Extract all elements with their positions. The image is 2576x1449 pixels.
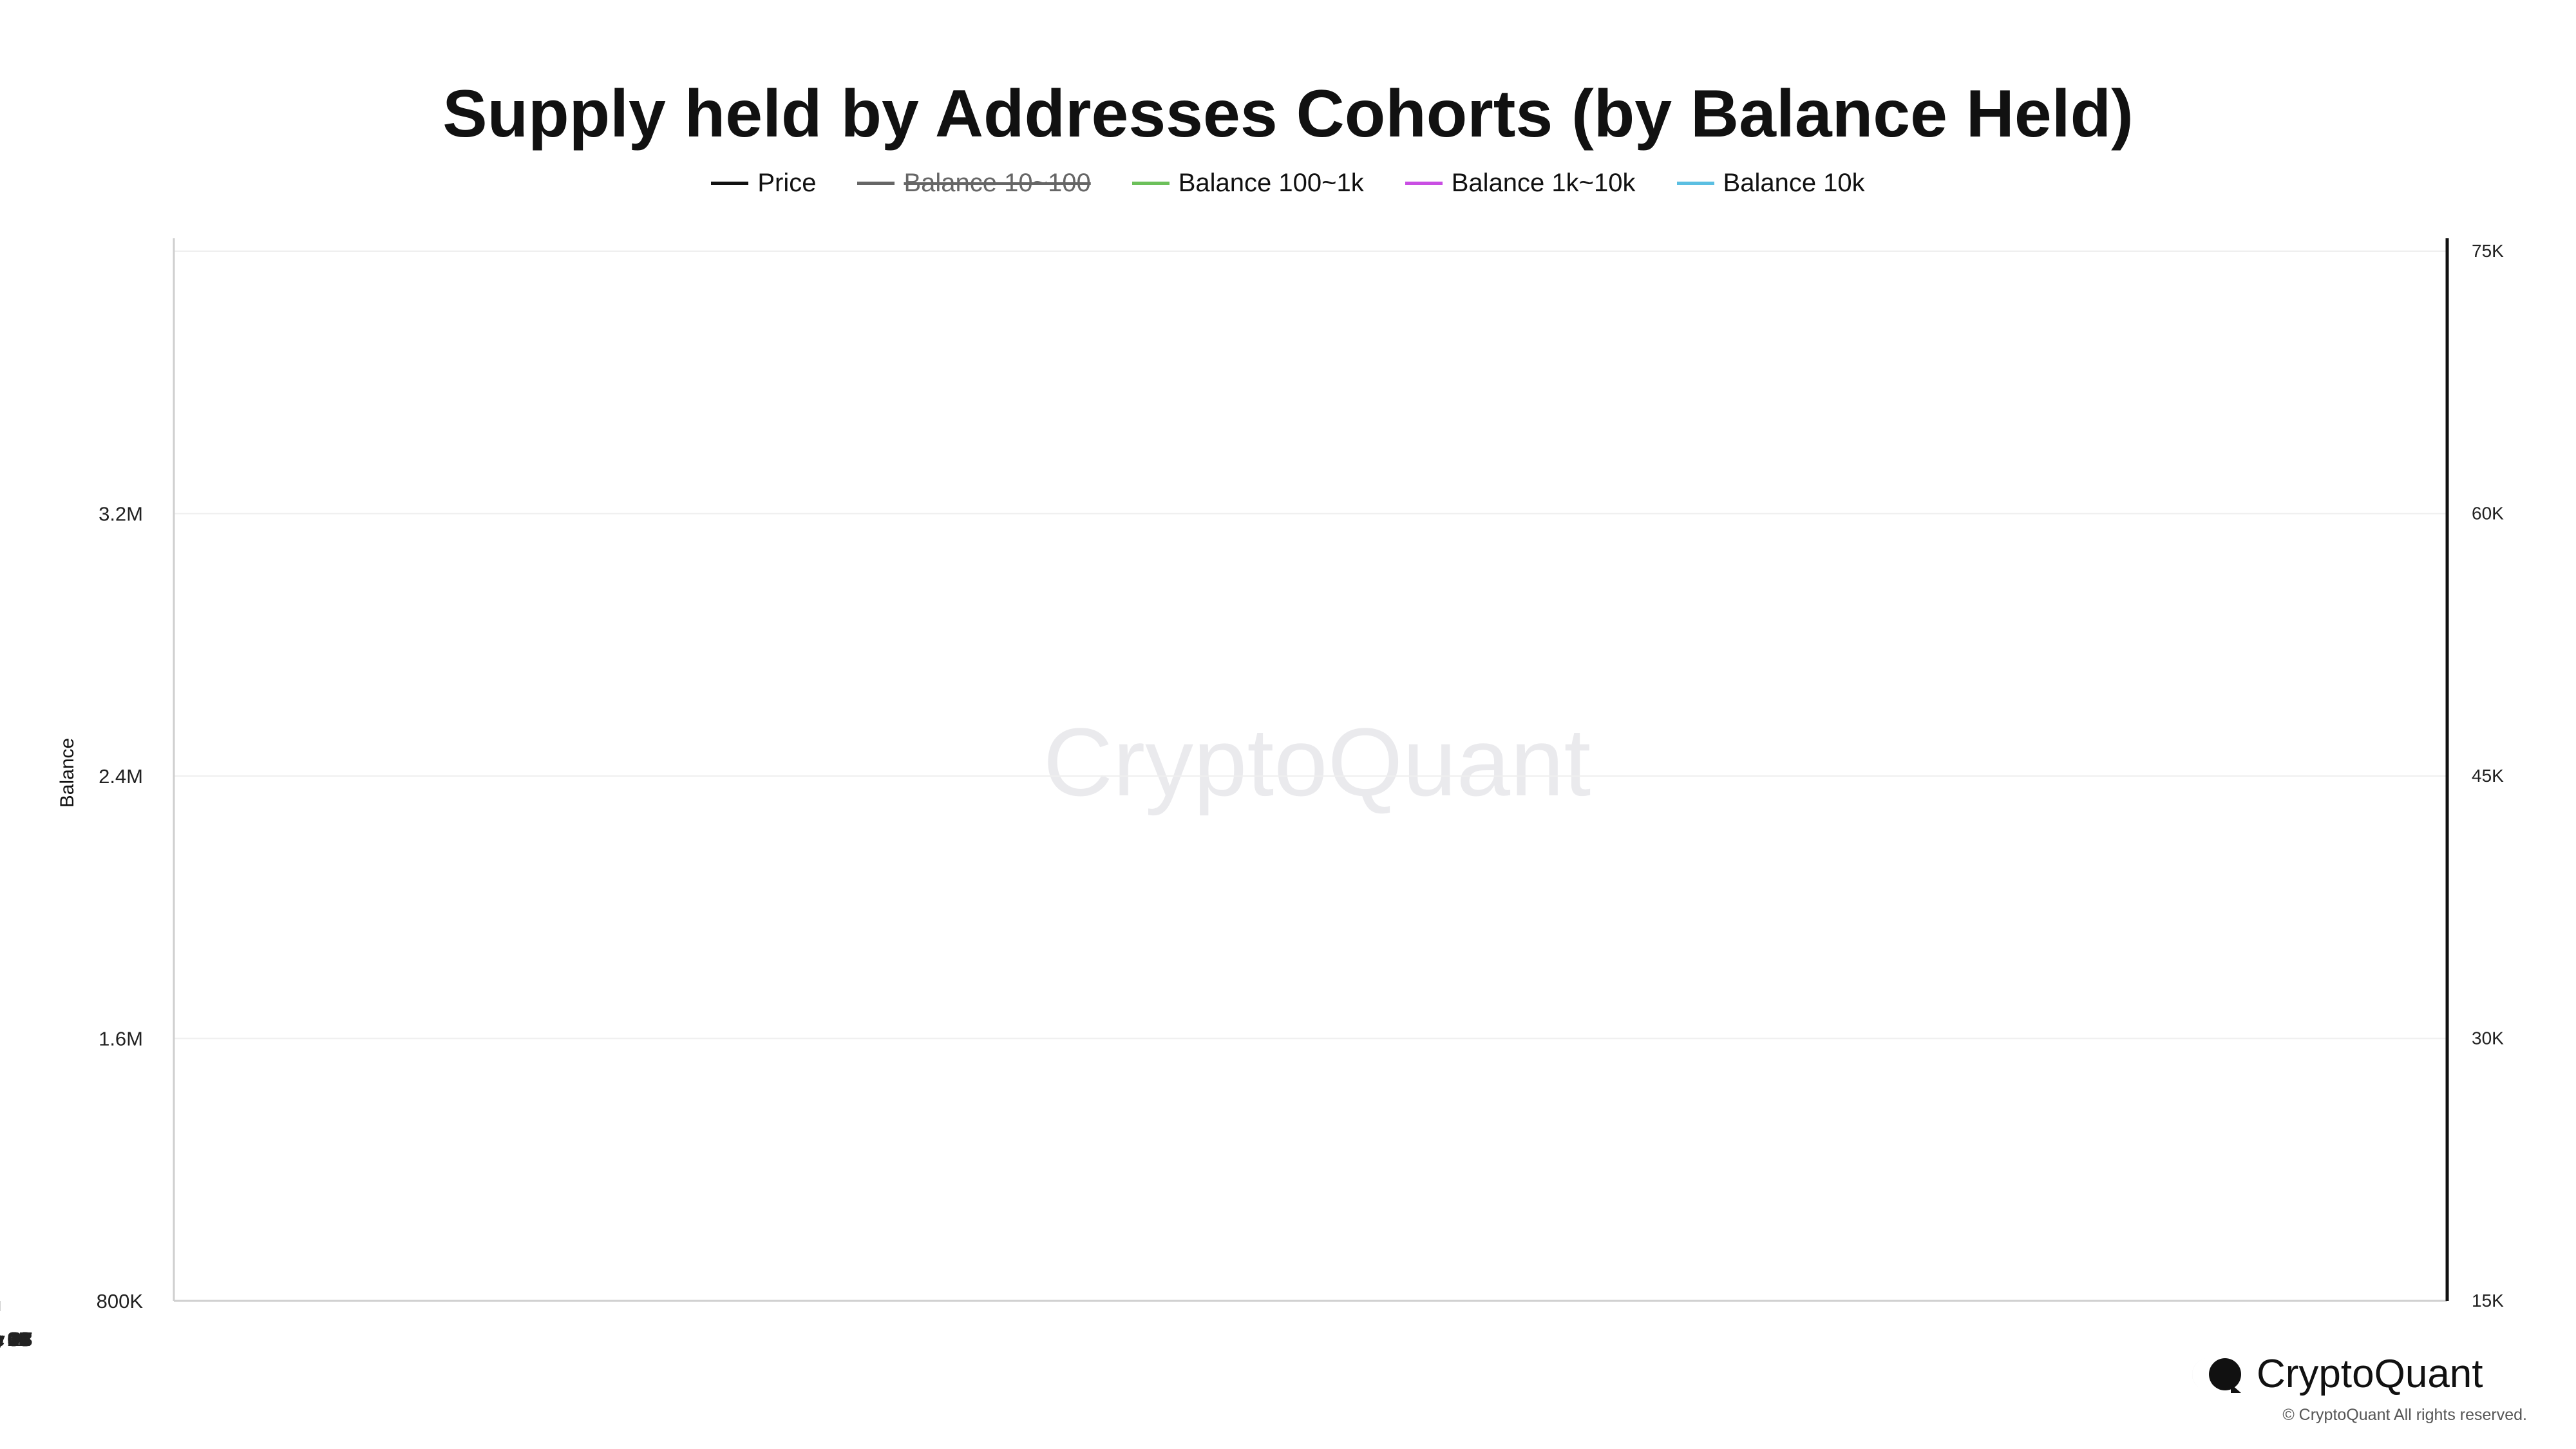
x-tick-label: Nov 27 — [0, 1328, 32, 1350]
chart-title: Supply held by Addresses Cohorts (by Bal… — [442, 77, 2134, 151]
legend-item-balance-10k[interactable]: Balance 10k — [1676, 169, 1865, 198]
x-tick-label: Oct 16 — [0, 1328, 30, 1350]
brand-name: CryptoQuant — [2257, 1352, 2483, 1396]
y-right-tick-label: 15K — [2472, 1291, 2504, 1311]
x-tick-label: May 27 — [0, 1328, 33, 1350]
y-tick-label: 2.4M — [99, 765, 143, 788]
legend-label: Price — [757, 169, 817, 197]
y-right-tick-label: 45K — [2472, 766, 2504, 786]
y-tick-label: 1.6M — [99, 1028, 143, 1050]
legend-label: Balance 1k~10k — [1451, 169, 1636, 197]
axes: 800K 1.6M 2.4M 3.2M 15K 30K 45K 60K 75K Sep 04Sep… — [0, 238, 2504, 1350]
x-tick-label: Mar 04 — [0, 1328, 31, 1350]
x-tick-label: Dec 11 — [0, 1328, 31, 1350]
x-tick-label: Oct 30 — [0, 1328, 30, 1350]
legend-swatch — [857, 182, 895, 185]
y-right-tick-label: 30K — [2472, 1028, 2504, 1048]
legend-item-balance-1k-10k[interactable]: Balance 1k~10k — [1405, 169, 1636, 198]
x-tick-label: Sep 18 — [0, 1328, 32, 1350]
y-tick-label: 800K — [97, 1290, 144, 1312]
y-axis-label: Balance — [57, 738, 78, 808]
legend-item-price[interactable]: Price — [711, 169, 816, 198]
grid — [174, 251, 2447, 1302]
legend-swatch — [1676, 182, 1714, 185]
x-tick-label: Mar 18 — [0, 1328, 31, 1350]
x-tick-label: Jan 08 — [0, 1328, 30, 1350]
cryptoquant-logo-icon — [2192, 1358, 2241, 1393]
brand-logo: CryptoQuant — [2190, 1351, 2483, 1397]
copyright-text: © CryptoQuant All rights reserved. — [2282, 1406, 2527, 1424]
legend-label: Balance 100~1k — [1178, 169, 1364, 197]
x-tick-label: Sep 04 — [0, 1328, 32, 1350]
x-tick-label: Oct 02 — [0, 1328, 30, 1350]
y-tick-label: 3.2M — [99, 503, 143, 526]
legend-label: Balance 10~100 — [904, 169, 1091, 197]
x-tick-label: Apr 01 — [0, 1328, 30, 1350]
legend-swatch — [711, 182, 749, 185]
x-tick-label: Jan 22 — [0, 1328, 30, 1350]
x-tick-label: Feb 19 — [0, 1328, 31, 1350]
legend: Price Balance 10~100 Balance 100~1k Balance… — [0, 169, 2576, 198]
legend-item-balance-10-100[interactable]: Balance 10~100 — [857, 169, 1091, 198]
x-tick-label: Nov 13 — [0, 1328, 32, 1350]
y-right-tick-label: 60K — [2472, 504, 2504, 524]
legend-swatch — [1405, 182, 1443, 185]
legend-swatch — [1132, 182, 1170, 185]
watermark: CryptoQuant — [1043, 708, 1591, 816]
x-tick-label: Apr 15 — [0, 1328, 30, 1350]
legend-item-balance-100-1k[interactable]: Balance 100~1k — [1132, 169, 1364, 198]
y-right-tick-label: 75K — [2472, 241, 2504, 261]
x-tick-label: Apr 29 — [0, 1328, 30, 1350]
x-tick-label: Dec 25 — [0, 1328, 32, 1350]
x-tick-label: May 13 — [0, 1328, 33, 1350]
x-tick-label: Feb 05 — [0, 1328, 31, 1350]
legend-label: Balance 10k — [1723, 169, 1865, 197]
